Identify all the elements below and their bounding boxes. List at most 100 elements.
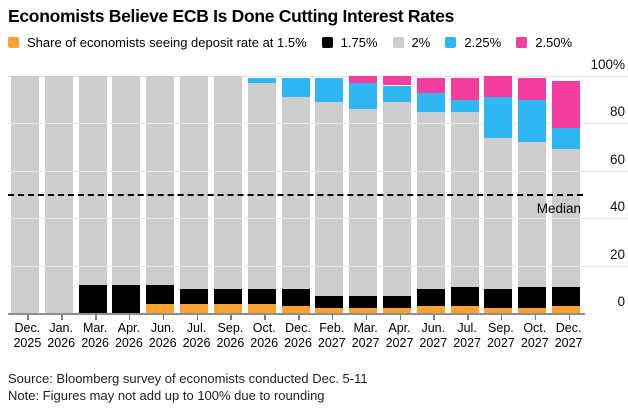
gridline-overlay	[112, 265, 141, 267]
x-axis-label: Jul. 2027	[446, 321, 488, 351]
gridline-overlay	[247, 265, 276, 267]
bar-segment-2%	[315, 102, 344, 297]
x-axis-label-line: 2025	[13, 336, 42, 350]
x-axis-label-line: Jun.	[150, 321, 175, 335]
gridline-overlay	[247, 123, 276, 125]
chart-title: Economists Believe ECB Is Done Cutting I…	[8, 6, 455, 26]
x-axis-label: Dec. 2026	[277, 321, 319, 351]
x-axis-label-line: 2027	[520, 336, 549, 350]
x-axis-label-line: 2027	[419, 336, 448, 350]
bar-column	[112, 76, 141, 313]
x-axis-label: Mar. 2026	[74, 321, 116, 351]
gridline-overlay	[450, 265, 479, 267]
gridline-overlay	[112, 123, 141, 125]
bar-segment-1.75%	[484, 289, 513, 309]
bar-segment-1.5%	[180, 303, 208, 313]
bar-column	[247, 76, 276, 313]
gridline-overlay	[552, 265, 581, 267]
gridline-overlay	[180, 265, 208, 267]
gridline-overlay	[78, 170, 107, 172]
bar-segment-2%	[416, 111, 445, 290]
gridline-overlay	[247, 218, 276, 220]
gridline-overlay	[44, 123, 73, 125]
x-axis-label: Oct. 2027	[514, 321, 556, 351]
bar-segment-2.50%	[552, 80, 581, 129]
x-axis-label-line: Jun.	[421, 321, 446, 335]
bar-segment-1.75%	[349, 296, 378, 309]
bar-segment-2%	[281, 97, 310, 290]
y-axis-label: 100%	[590, 57, 625, 72]
x-axis-label-line: 2026	[47, 336, 76, 350]
bar-segment-2%	[247, 83, 276, 290]
bar-segment-1.75%	[450, 286, 479, 306]
source-note: Source: Bloomberg survey of economists c…	[8, 371, 368, 386]
bar-segment-1.5%	[484, 308, 513, 313]
chart-legend: Share of economists seeing deposit rate …	[8, 33, 572, 51]
gridline-overlay	[78, 218, 107, 220]
bar-segment-1.5%	[146, 303, 175, 313]
x-axis-tick	[433, 315, 435, 320]
bar-segment-2.25%	[552, 128, 581, 150]
gridline-overlay	[383, 218, 411, 220]
x-axis-label-line: 2027	[317, 336, 346, 350]
bar-segment-2%	[146, 76, 175, 285]
x-axis-label-line: 2026	[250, 336, 279, 350]
gridline-overlay	[416, 218, 445, 220]
legend-swatch	[392, 36, 404, 48]
bar-segment-2%	[518, 142, 547, 287]
gridline-overlay	[146, 123, 175, 125]
x-axis-label-line: 2027	[453, 336, 481, 350]
bar-column	[78, 76, 107, 313]
gridline-overlay	[349, 265, 378, 267]
bar-segment-2.25%	[484, 97, 513, 138]
legend-item: 1.75%	[321, 35, 378, 50]
gridline-overlay	[450, 218, 479, 220]
bar-segment-1.75%	[518, 286, 547, 309]
x-axis-tick	[399, 315, 401, 320]
bar-segment-1.75%	[112, 284, 141, 313]
gridline-overlay	[247, 170, 276, 172]
gridline-overlay	[552, 170, 581, 172]
bar-segment-1.5%	[281, 305, 310, 313]
gridline-overlay	[416, 123, 445, 125]
bar-segment-1.5%	[213, 303, 242, 313]
gridline-overlay	[518, 170, 547, 172]
bar-column	[552, 76, 581, 313]
gridline-overlay	[78, 265, 107, 267]
bar-segment-1.75%	[315, 296, 344, 309]
x-axis-label: Apr. 2026	[108, 321, 150, 351]
gridline-overlay	[552, 218, 581, 220]
gridline-overlay	[518, 218, 547, 220]
chart-footer: Source: Bloomberg survey of economists c…	[8, 371, 368, 404]
y-axis-label: 60	[609, 152, 625, 167]
x-axis-tick	[95, 315, 97, 320]
gridline-overlay	[213, 170, 242, 172]
gridline-overlay	[518, 265, 547, 267]
gridline-overlay	[315, 123, 344, 125]
bar-segment-1.75%	[180, 289, 208, 304]
bar-segment-1.5%	[247, 303, 276, 313]
y-axis-label: 40	[609, 199, 625, 214]
gridline-overlay	[349, 170, 378, 172]
gridline-overlay	[450, 123, 479, 125]
bar-segment-2.25%	[349, 83, 378, 110]
x-axis-label-line: Jul.	[186, 321, 207, 335]
gridline-overlay	[349, 218, 378, 220]
bar-segment-2.50%	[484, 76, 513, 98]
gridline-overlay	[213, 123, 242, 125]
bar-segment-2.25%	[383, 85, 411, 103]
bar-segment-1.75%	[416, 289, 445, 306]
x-axis-tick	[534, 315, 537, 320]
bar-segment-1.75%	[552, 286, 581, 306]
x-axis-label-line: 2027	[385, 336, 414, 350]
gridline-overlay	[213, 265, 242, 267]
bar-segment-2%	[112, 76, 141, 285]
bar-segment-2.50%	[450, 78, 479, 100]
x-axis-tick	[230, 315, 232, 320]
bar-segment-2.50%	[383, 76, 411, 86]
bar-segment-1.75%	[146, 284, 175, 304]
bar-segment-2.50%	[416, 78, 445, 93]
gridline-overlay	[10, 170, 39, 172]
x-axis-tick	[500, 315, 503, 320]
x-axis-tick	[27, 315, 29, 320]
